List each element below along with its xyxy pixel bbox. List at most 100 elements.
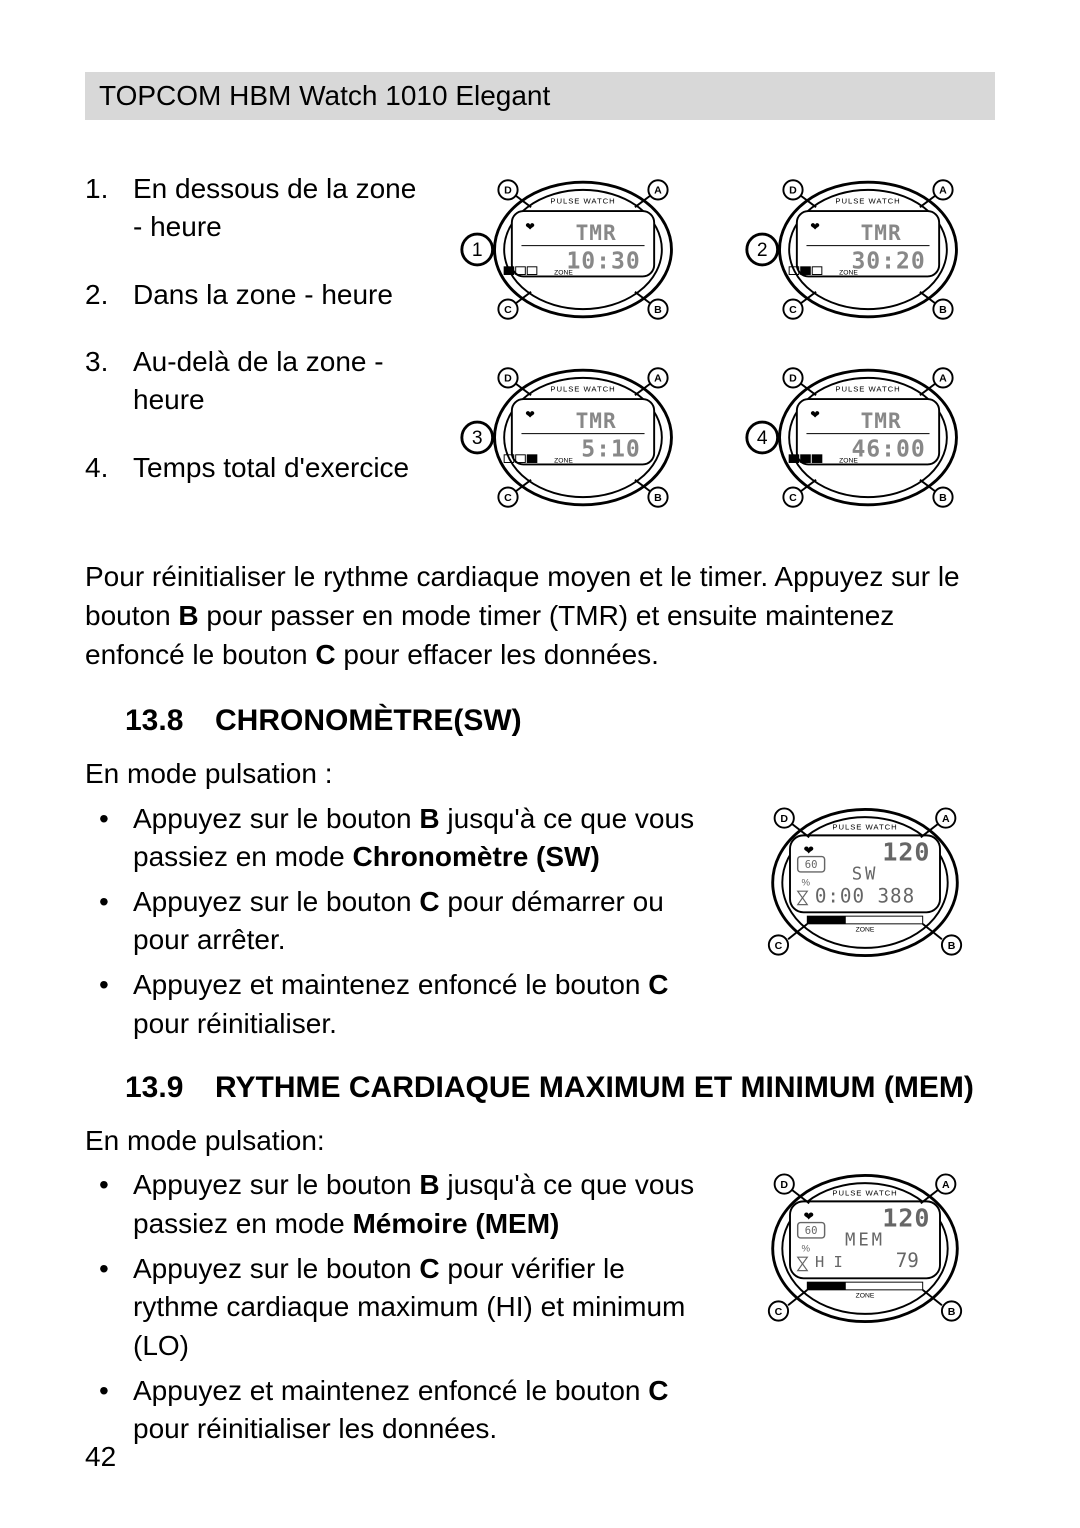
svg-text:0:00 388: 0:00 388 <box>815 884 915 907</box>
svg-text:10:30: 10:30 <box>566 248 640 274</box>
reset-paragraph: Pour réinitialiser le rythme cardiaque m… <box>85 557 995 675</box>
svg-text:A: A <box>939 373 947 385</box>
bullet-item: • Appuyez sur le bouton B jusqu'à ce que… <box>85 1166 705 1243</box>
section-heading-138: 13.8 CHRONOMÈTRE(SW) <box>85 704 995 738</box>
page-number: 42 <box>85 1441 116 1473</box>
svg-text:B: B <box>948 1306 956 1318</box>
section-139-body: • Appuyez sur le bouton B jusqu'à ce que… <box>85 1166 995 1454</box>
svg-text:30:20: 30:20 <box>851 248 925 274</box>
list-text: Au-delà de la zone - heure <box>133 343 425 419</box>
svg-text:PULSE WATCH: PULSE WATCH <box>835 384 900 393</box>
ordered-list: 1. En dessous de la zone - heure 2. Dans… <box>85 170 425 517</box>
bullet-dot: • <box>85 800 133 877</box>
svg-text:C: C <box>789 492 797 504</box>
svg-text:3: 3 <box>471 428 482 449</box>
section-138-intro: En mode pulsation : <box>85 754 995 793</box>
svg-text:TMR: TMR <box>575 408 616 433</box>
svg-text:79: 79 <box>896 1249 919 1272</box>
list-item: 4. Temps total d'exercice <box>85 449 425 487</box>
watch-face-3: PULSE WATCH ❤ TMR 5:10 ZONE 3 D A C B <box>455 358 710 516</box>
svg-text:ZONE: ZONE <box>839 269 858 276</box>
svg-text:B: B <box>654 492 662 504</box>
svg-text:TMR: TMR <box>860 220 901 245</box>
svg-text:%: % <box>802 877 811 888</box>
svg-text:A: A <box>942 1179 950 1191</box>
list-number: 4. <box>85 449 133 487</box>
watch-face-sw: PULSE WATCH ❤ 60 120 % SW 0:00 388 ZONE … <box>735 800 995 1050</box>
svg-text:PULSE WATCH: PULSE WATCH <box>550 196 615 205</box>
svg-text:SW: SW <box>852 864 879 884</box>
text: pour effacer les données. <box>336 639 659 670</box>
svg-text:❤: ❤ <box>810 221 820 233</box>
svg-text:A: A <box>654 184 662 196</box>
bullet-item: • Appuyez sur le bouton B jusqu'à ce que… <box>85 800 705 877</box>
section-139-bullets: • Appuyez sur le bouton B jusqu'à ce que… <box>85 1166 705 1448</box>
svg-text:PULSE WATCH: PULSE WATCH <box>832 1189 897 1198</box>
svg-text:D: D <box>504 184 512 196</box>
watch-face-grid: PULSE WATCH ❤ TMR 10:30 ZONE 1 D A C B <box>455 170 995 517</box>
section-138-body: • Appuyez sur le bouton B jusqu'à ce que… <box>85 800 995 1050</box>
svg-text:❤: ❤ <box>810 409 820 421</box>
bullet-item: • Appuyez sur le bouton C pour démarrer … <box>85 883 705 960</box>
svg-text:46:00: 46:00 <box>851 437 925 463</box>
page-header: TOPCOM HBM Watch 1010 Elegant <box>85 72 995 120</box>
list-text: En dessous de la zone - heure <box>133 170 425 246</box>
svg-text:ZONE: ZONE <box>839 458 858 465</box>
list-text: Temps total d'exercice <box>133 449 425 487</box>
section-number: 13.8 <box>85 704 215 738</box>
svg-text:TMR: TMR <box>575 220 616 245</box>
bullet-item: • Appuyez et maintenez enfoncé le bouton… <box>85 1372 705 1449</box>
watch-face-1: PULSE WATCH ❤ TMR 10:30 ZONE 1 D A C B <box>455 170 710 328</box>
svg-text:A: A <box>939 184 947 196</box>
svg-text:C: C <box>775 939 783 951</box>
bullet-dot: • <box>85 1166 133 1243</box>
svg-text:ZONE: ZONE <box>856 1293 875 1300</box>
svg-text:❤: ❤ <box>525 221 535 233</box>
svg-text:❤: ❤ <box>803 843 814 857</box>
svg-text:D: D <box>504 373 512 385</box>
svg-text:PULSE WATCH: PULSE WATCH <box>550 384 615 393</box>
watch-face-2: PULSE WATCH ❤ TMR 30:20 ZONE 2 D A C B <box>740 170 995 328</box>
list-item: 3. Au-delà de la zone - heure <box>85 343 425 419</box>
svg-text:A: A <box>654 373 662 385</box>
svg-text:5:10: 5:10 <box>581 437 640 463</box>
svg-text:B: B <box>939 304 947 316</box>
section-title: CHRONOMÈTRE(SW) <box>215 704 995 738</box>
bullet-dot: • <box>85 883 133 960</box>
section-heading-139: 13.9 RYTHME CARDIAQUE MAXIMUM ET MINIMUM… <box>85 1071 995 1105</box>
svg-text:TMR: TMR <box>860 408 901 433</box>
list-number: 3. <box>85 343 133 419</box>
list-number: 1. <box>85 170 133 246</box>
bullet-dot: • <box>85 1250 133 1366</box>
svg-text:D: D <box>780 812 788 824</box>
svg-text:B: B <box>654 304 662 316</box>
svg-text:ZONE: ZONE <box>856 926 875 933</box>
svg-text:ZONE: ZONE <box>554 458 573 465</box>
watch-face-mem: PULSE WATCH ❤ 60 120 % MEM H I 79 ZONE D… <box>735 1166 995 1454</box>
bullet-item: • Appuyez et maintenez enfoncé le bouton… <box>85 966 705 1043</box>
svg-text:PULSE WATCH: PULSE WATCH <box>835 196 900 205</box>
watch-face-4: PULSE WATCH ❤ TMR 46:00 ZONE 4 D A C B <box>740 358 995 516</box>
svg-text:120: 120 <box>882 1204 930 1233</box>
svg-text:4: 4 <box>756 428 767 449</box>
svg-text:H I: H I <box>815 1253 843 1271</box>
svg-text:C: C <box>789 304 797 316</box>
svg-text:MEM: MEM <box>845 1231 885 1251</box>
svg-text:❤: ❤ <box>803 1210 814 1224</box>
button-ref: C <box>315 639 335 670</box>
bullet-dot: • <box>85 966 133 1043</box>
svg-text:A: A <box>942 812 950 824</box>
section-number: 13.9 <box>85 1071 215 1105</box>
section-139-intro: En mode pulsation: <box>85 1121 995 1160</box>
svg-text:B: B <box>939 492 947 504</box>
svg-text:D: D <box>789 373 797 385</box>
svg-text:D: D <box>780 1179 788 1191</box>
top-region: 1. En dessous de la zone - heure 2. Dans… <box>85 170 995 517</box>
svg-text:D: D <box>789 184 797 196</box>
list-item: 1. En dessous de la zone - heure <box>85 170 425 246</box>
list-item: 2. Dans la zone - heure <box>85 276 425 314</box>
section-138-bullets: • Appuyez sur le bouton B jusqu'à ce que… <box>85 800 705 1044</box>
svg-text:C: C <box>775 1306 783 1318</box>
svg-text:PULSE WATCH: PULSE WATCH <box>832 822 897 831</box>
svg-text:120: 120 <box>882 837 930 866</box>
